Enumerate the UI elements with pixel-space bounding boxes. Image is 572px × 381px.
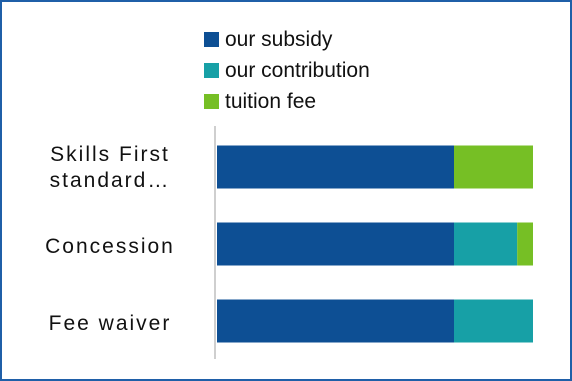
category-label-skills-first: Skills First standard…: [49, 143, 171, 192]
legend-label-our-contribution: our contribution: [225, 58, 370, 82]
bar-2-our-contribution: [454, 222, 518, 266]
legend-label-tuition-fee: tuition fee: [225, 89, 317, 113]
chart-legend: our subsidy our contribution tuition fee: [204, 24, 370, 117]
legend-swatch-our-subsidy: [204, 32, 219, 47]
legend-swatch-our-contribution: [204, 63, 219, 78]
category-label-fee-waiver: Fee waiver: [48, 312, 172, 335]
bar-2-our-subsidy: [217, 222, 454, 266]
bar-1-tuition-fee: [454, 145, 533, 189]
bar-2-tuition-fee: [517, 222, 533, 266]
bar-3-our-contribution: [454, 299, 533, 343]
bar-group: [217, 145, 533, 343]
bar-1-our-subsidy: [217, 145, 454, 189]
legend-item-tuition-fee: tuition fee: [204, 86, 370, 117]
legend-item-our-contribution: our contribution: [204, 55, 370, 86]
bar-3-our-subsidy: [217, 299, 454, 343]
legend-swatch-tuition-fee: [204, 94, 219, 109]
category-label-concession: Concession: [45, 235, 175, 258]
legend-item-our-subsidy: our subsidy: [204, 24, 370, 55]
legend-label-our-subsidy: our subsidy: [225, 27, 333, 51]
